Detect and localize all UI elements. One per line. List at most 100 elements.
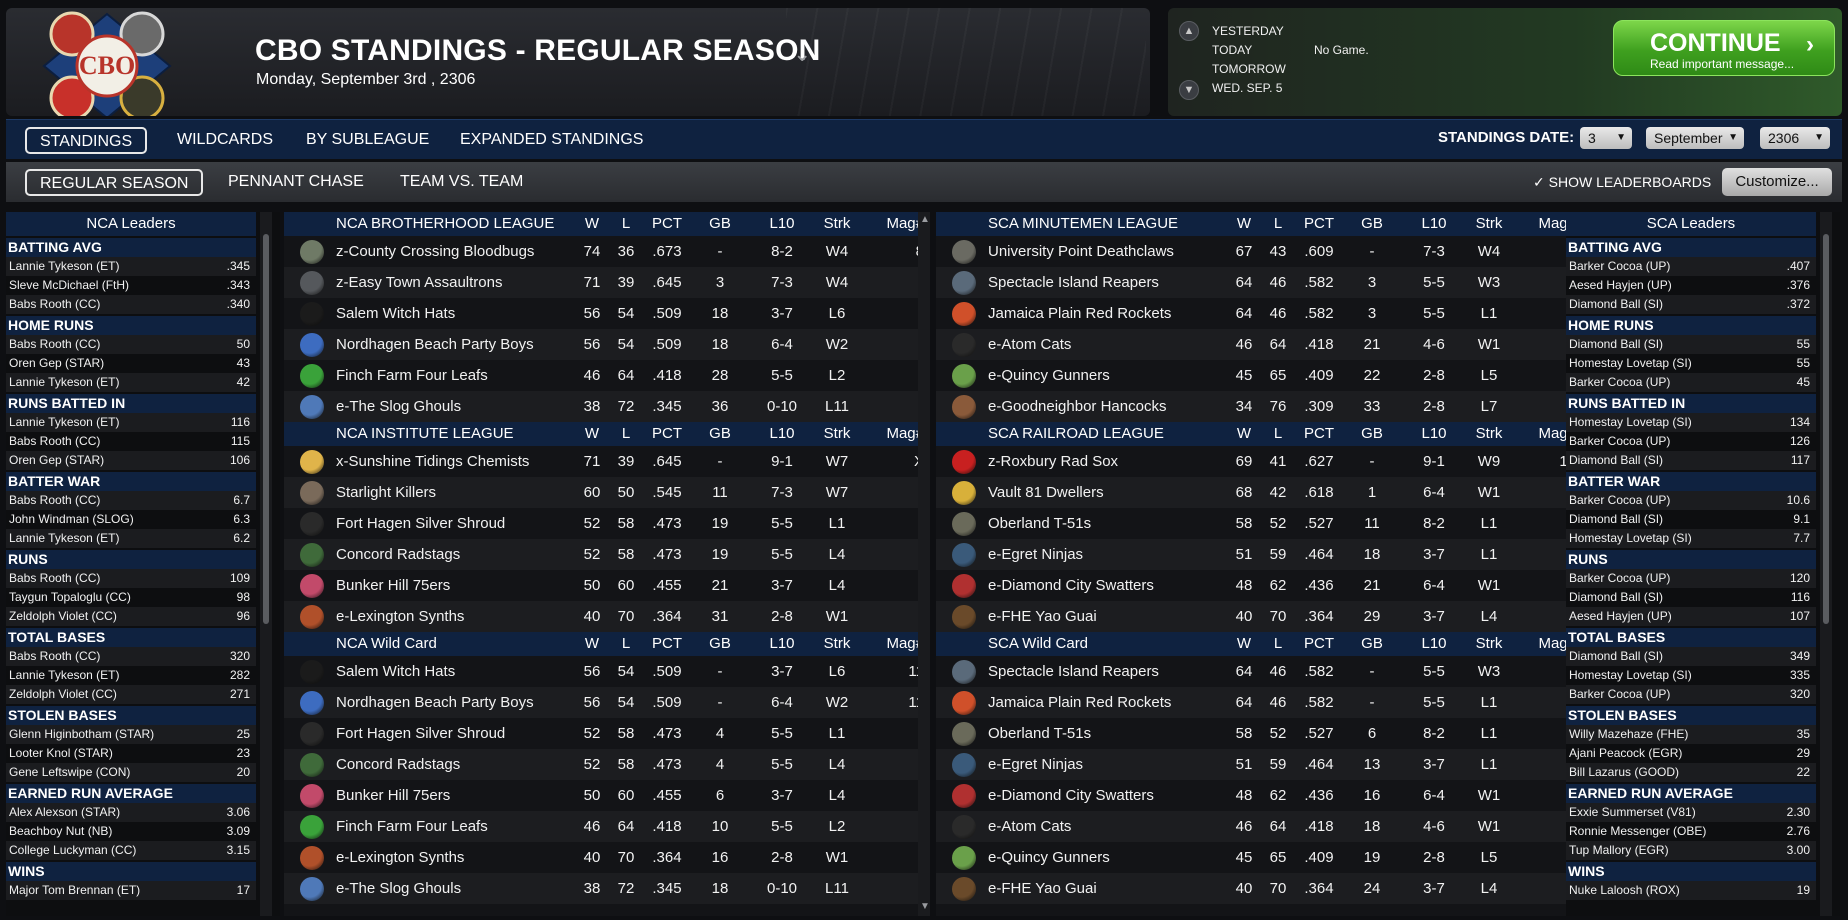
team-name[interactable]: e-Lexington Synths	[336, 608, 465, 625]
column-header[interactable]: Strk	[1475, 215, 1503, 232]
leader-row[interactable]: Homestay Lovetap (SI) 335	[1566, 666, 1816, 685]
team-name[interactable]: Bunker Hill 75ers	[336, 787, 451, 804]
column-header[interactable]: PCT	[1304, 215, 1334, 232]
leader-row[interactable]: Zeldolph Violet (CC) 96	[6, 607, 256, 626]
tab-wildcards[interactable]: WILDCARDS	[177, 131, 274, 148]
team-row[interactable]: Nordhagen Beach Party Boys 56 54 .509 18 6-4 W…	[284, 329, 930, 360]
team-name[interactable]: e-FHE Yao Guai	[988, 880, 1097, 897]
schedule-day-yesterday[interactable]: YESTERDAY	[1212, 24, 1284, 38]
show-leaderboards-checkbox[interactable]: ✓ SHOW LEADERBOARDS	[1533, 174, 1712, 190]
leader-row[interactable]: Babs Rooth (CC) 320	[6, 647, 256, 666]
team-name[interactable]: z-County Crossing Bloodbugs	[336, 243, 535, 260]
team-name[interactable]: Finch Farm Four Leafs	[336, 367, 488, 384]
team-row[interactable]: Oberland T-51s 58 52 .527 6 8-2 L1	[936, 718, 1582, 749]
team-row[interactable]: Bunker Hill 75ers 50 60 .455 6 3-7 L4	[284, 780, 930, 811]
column-header[interactable]: W	[1236, 215, 1252, 232]
column-header[interactable]: PCT	[1304, 635, 1334, 652]
leader-row[interactable]: Barker Cocoa (UP) 45	[1566, 373, 1816, 392]
team-name[interactable]: e-Egret Ninjas	[988, 546, 1084, 563]
scrollbar[interactable]	[260, 212, 272, 916]
leader-row[interactable]: Zeldolph Violet (CC) 271	[6, 685, 256, 704]
leader-row[interactable]: Lannie Tykeson (ET) 116	[6, 413, 256, 432]
leader-row[interactable]: Babs Rooth (CC) .340	[6, 295, 256, 314]
scrollbar-thumb[interactable]	[263, 234, 269, 624]
leader-row[interactable]: Babs Rooth (CC) 109	[6, 569, 256, 588]
tab-regular-season[interactable]: REGULAR SEASON	[25, 169, 204, 196]
column-header[interactable]: GB	[1361, 635, 1383, 652]
team-name[interactable]: e-Quincy Gunners	[988, 367, 1110, 384]
team-name[interactable]: e-Quincy Gunners	[988, 849, 1110, 866]
team-row[interactable]: e-FHE Yao Guai 40 70 .364 24 3-7 L4	[936, 873, 1582, 904]
leader-row[interactable]: Aesed Hayjen (UP) 107	[1566, 607, 1816, 626]
schedule-day-tomorrow[interactable]: TOMORROW	[1212, 62, 1286, 76]
team-name[interactable]: Nordhagen Beach Party Boys	[336, 336, 534, 353]
team-row[interactable]: e-FHE Yao Guai 40 70 .364 29 3-7 L4	[936, 601, 1582, 632]
tab-team-vs-team[interactable]: TEAM VS. TEAM	[400, 173, 524, 190]
team-name[interactable]: z-Easy Town Assaultrons	[336, 274, 503, 291]
leader-row[interactable]: Barker Cocoa (UP) 320	[1566, 685, 1816, 704]
chevron-up-icon[interactable]: ▲	[920, 214, 930, 225]
leader-row[interactable]: Willy Mazehaze (FHE) 35	[1566, 725, 1816, 744]
column-header[interactable]: L	[1273, 635, 1283, 652]
team-name[interactable]: Concord Radstags	[336, 756, 461, 773]
leader-row[interactable]: Exxie Summerset (V81) 2.30	[1566, 803, 1816, 822]
team-row[interactable]: Finch Farm Four Leafs 46 64 .418 10 5-5 L2	[284, 811, 930, 842]
team-row[interactable]: Finch Farm Four Leafs 46 64 .418 28 5-5 L2	[284, 360, 930, 391]
team-name[interactable]: e-The Slog Ghouls	[336, 398, 462, 415]
team-row[interactable]: Salem Witch Hats 56 54 .509 18 3-7 L6	[284, 298, 930, 329]
team-name[interactable]: Vault 81 Dwellers	[988, 484, 1104, 501]
team-name[interactable]: Spectacle Island Reapers	[988, 274, 1159, 291]
team-name[interactable]: Nordhagen Beach Party Boys	[336, 694, 534, 711]
team-row[interactable]: e-Lexington Synths 40 70 .364 16 2-8 W1	[284, 842, 930, 873]
leader-row[interactable]: Gene Leftswipe (CON) 20	[6, 763, 256, 782]
team-row[interactable]: Fort Hagen Silver Shroud 52 58 .473 4 5-5 L1	[284, 718, 930, 749]
column-header[interactable]: L10	[769, 425, 795, 442]
leader-row[interactable]: Bill Lazarus (GOOD) 22	[1566, 763, 1816, 782]
tab-standings[interactable]: STANDINGS	[25, 127, 148, 154]
leader-row[interactable]: Taygun Topaloglu (CC) 98	[6, 588, 256, 607]
leader-row[interactable]: Homestay Lovetap (SI) 7.7	[1566, 529, 1816, 548]
team-row[interactable]: Concord Radstags 52 58 .473 4 5-5 L4	[284, 749, 930, 780]
leader-row[interactable]: Diamond Ball (SI) 349	[1566, 647, 1816, 666]
column-header[interactable]: GB	[709, 215, 731, 232]
column-header[interactable]: Strk	[823, 215, 851, 232]
leader-row[interactable]: Lannie Tykeson (ET) 6.2	[6, 529, 256, 548]
schedule-day-today[interactable]: TODAY	[1212, 43, 1253, 57]
column-header[interactable]: L	[1273, 215, 1283, 232]
leader-row[interactable]: Beachboy Nut (NB) 3.09	[6, 822, 256, 841]
leader-row[interactable]: Barker Cocoa (UP) 120	[1566, 569, 1816, 588]
team-row[interactable]: e-Egret Ninjas 51 59 .464 13 3-7 L1	[936, 749, 1582, 780]
column-header[interactable]: L10	[1421, 425, 1447, 442]
column-header[interactable]: PCT	[652, 635, 682, 652]
team-name[interactable]: Starlight Killers	[336, 484, 437, 501]
column-header[interactable]: L10	[769, 635, 795, 652]
column-header[interactable]: W	[1236, 635, 1252, 652]
team-row[interactable]: e-The Slog Ghouls 38 72 .345 18 0-10 L11	[284, 873, 930, 904]
leader-row[interactable]: Diamond Ball (SI) 9.1	[1566, 510, 1816, 529]
leader-row[interactable]: Tup Mallory (EGR) 3.00	[1566, 841, 1816, 860]
team-name[interactable]: Salem Witch Hats	[336, 305, 456, 322]
team-name[interactable]: University Point Deathclaws	[988, 243, 1174, 260]
continue-button[interactable]: CONTINUE › Read important message...	[1613, 20, 1835, 76]
team-name[interactable]: Concord Radstags	[336, 546, 461, 563]
column-header[interactable]: W	[584, 425, 600, 442]
scroll-down-icon[interactable]: ▼	[1179, 80, 1199, 100]
leader-row[interactable]: College Luckyman (CC) 3.15	[6, 841, 256, 860]
team-name[interactable]: e-Diamond City Swatters	[988, 577, 1154, 594]
leader-row[interactable]: Aesed Hayjen (UP) .376	[1566, 276, 1816, 295]
tab-by-subleague[interactable]: BY SUBLEAGUE	[306, 131, 430, 148]
leader-row[interactable]: Alex Alexson (STAR) 3.06	[6, 803, 256, 822]
team-row[interactable]: e-Atom Cats 46 64 .418 18 4-6 W1	[936, 811, 1582, 842]
team-row[interactable]: e-Diamond City Swatters 48 62 .436 16 6-4 W1	[936, 780, 1582, 811]
team-name[interactable]: e-Goodneighbor Hancocks	[988, 398, 1167, 415]
team-row[interactable]: Oberland T-51s 58 52 .527 11 8-2 L1	[936, 508, 1582, 539]
customize-button[interactable]: Customize...	[1722, 168, 1832, 196]
team-row[interactable]: Spectacle Island Reapers 64 46 .582 3 5-5 W3	[936, 267, 1582, 298]
column-header[interactable]: PCT	[652, 215, 682, 232]
team-name[interactable]: e-Diamond City Swatters	[988, 787, 1154, 804]
leader-row[interactable]: Babs Rooth (CC) 50	[6, 335, 256, 354]
team-row[interactable]: e-Goodneighbor Hancocks 34 76 .309 33 2-8 L7	[936, 391, 1582, 422]
team-row[interactable]: Salem Witch Hats 56 54 .509 - 3-7 L6 11	[284, 656, 930, 687]
column-header[interactable]: W	[584, 215, 600, 232]
